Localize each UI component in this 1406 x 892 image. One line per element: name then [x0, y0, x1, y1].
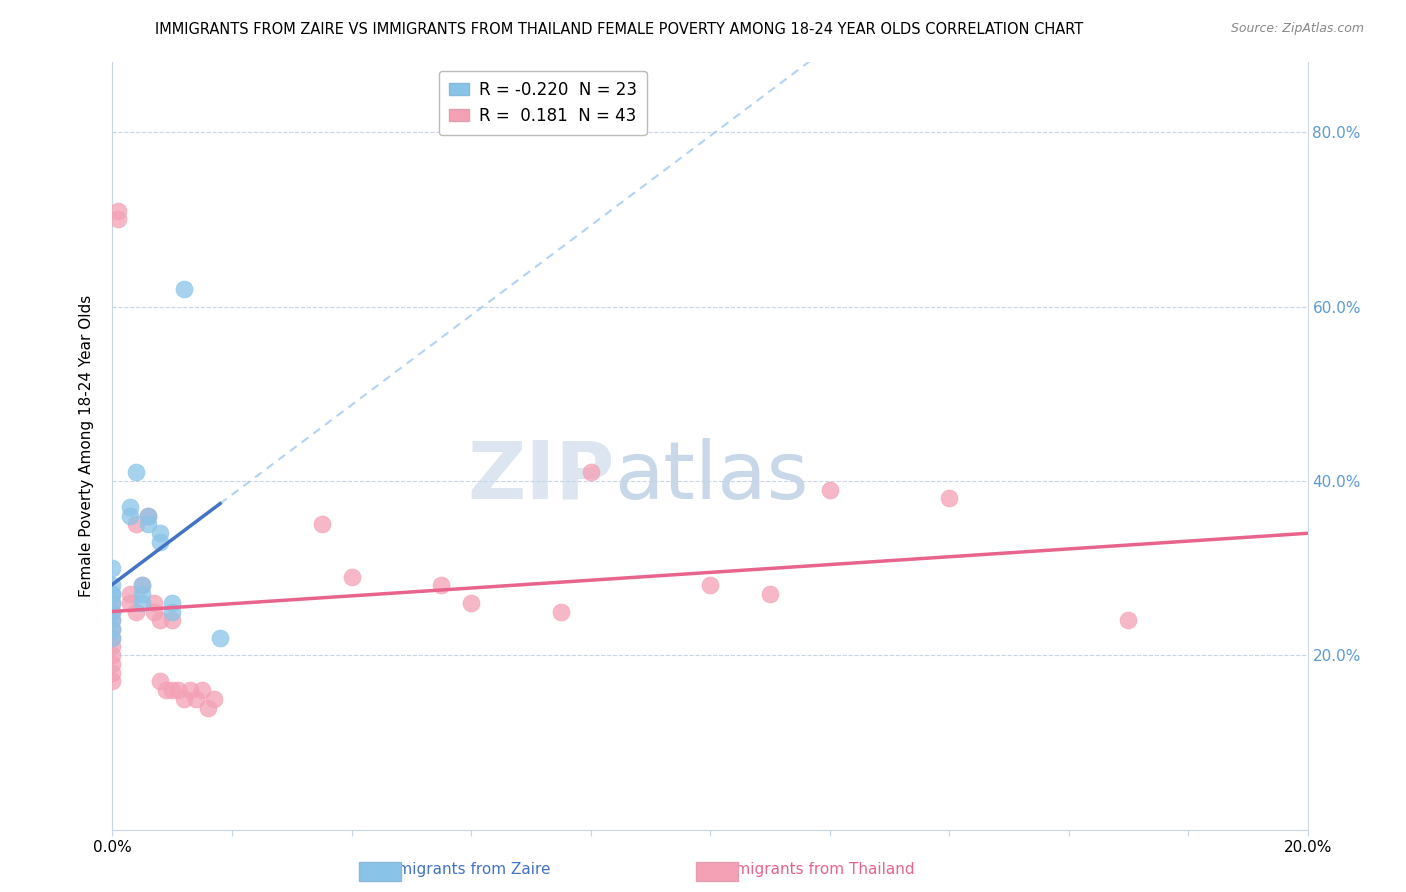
Point	[138, 517, 160, 532]
Point	[202, 691, 225, 706]
Point	[818, 483, 841, 497]
Point	[138, 508, 160, 523]
Text: Immigrants from Zaire: Immigrants from Zaire	[378, 863, 550, 877]
Point	[101, 640, 124, 654]
Point	[138, 508, 160, 523]
Point	[759, 587, 782, 601]
Text: atlas: atlas	[614, 438, 808, 516]
Text: Source: ZipAtlas.com: Source: ZipAtlas.com	[1230, 22, 1364, 36]
Point	[120, 596, 142, 610]
Point	[162, 613, 183, 627]
Point	[149, 534, 172, 549]
Point	[550, 605, 572, 619]
Point	[186, 691, 208, 706]
Point	[162, 605, 183, 619]
Point	[173, 282, 195, 296]
Point	[107, 212, 129, 227]
Point	[101, 613, 124, 627]
Text: ZIP: ZIP	[467, 438, 614, 516]
Point	[131, 596, 153, 610]
Point	[143, 596, 166, 610]
Point	[101, 605, 124, 619]
Point	[120, 508, 142, 523]
Point	[101, 596, 124, 610]
Point	[101, 587, 124, 601]
Point	[162, 683, 183, 698]
Point	[101, 657, 124, 671]
Point	[101, 648, 124, 663]
Point	[125, 465, 148, 479]
Point	[125, 605, 148, 619]
Y-axis label: Female Poverty Among 18-24 Year Olds: Female Poverty Among 18-24 Year Olds	[79, 295, 94, 597]
Point	[191, 683, 214, 698]
Point	[340, 570, 363, 584]
Legend: R = -0.220  N = 23, R =  0.181  N = 43: R = -0.220 N = 23, R = 0.181 N = 43	[439, 70, 647, 135]
Point	[162, 596, 183, 610]
Point	[938, 491, 960, 506]
Point	[311, 517, 333, 532]
Point	[179, 683, 201, 698]
Point	[101, 665, 124, 680]
Point	[197, 700, 219, 714]
Point	[101, 596, 124, 610]
Point	[149, 613, 172, 627]
Text: IMMIGRANTS FROM ZAIRE VS IMMIGRANTS FROM THAILAND FEMALE POVERTY AMONG 18-24 YEA: IMMIGRANTS FROM ZAIRE VS IMMIGRANTS FROM…	[155, 22, 1083, 37]
Point	[131, 578, 153, 592]
Point	[107, 203, 129, 218]
Point	[167, 683, 190, 698]
Point	[101, 578, 124, 592]
Point	[699, 578, 721, 592]
Point	[131, 587, 153, 601]
Point	[101, 622, 124, 636]
Point	[101, 622, 124, 636]
Point	[155, 683, 177, 698]
Point	[430, 578, 453, 592]
Point	[460, 596, 482, 610]
Point	[120, 500, 142, 514]
Point	[131, 578, 153, 592]
Text: Immigrants from Thailand: Immigrants from Thailand	[716, 863, 915, 877]
Point	[149, 526, 172, 541]
Point	[101, 631, 124, 645]
Point	[101, 674, 124, 689]
Point	[120, 587, 142, 601]
Point	[579, 465, 602, 479]
Point	[209, 631, 232, 645]
Point	[101, 613, 124, 627]
Point	[1118, 613, 1140, 627]
Point	[101, 587, 124, 601]
Point	[101, 605, 124, 619]
Point	[125, 517, 148, 532]
Point	[101, 631, 124, 645]
Point	[143, 605, 166, 619]
Point	[173, 691, 195, 706]
Point	[101, 561, 124, 575]
Point	[149, 674, 172, 689]
